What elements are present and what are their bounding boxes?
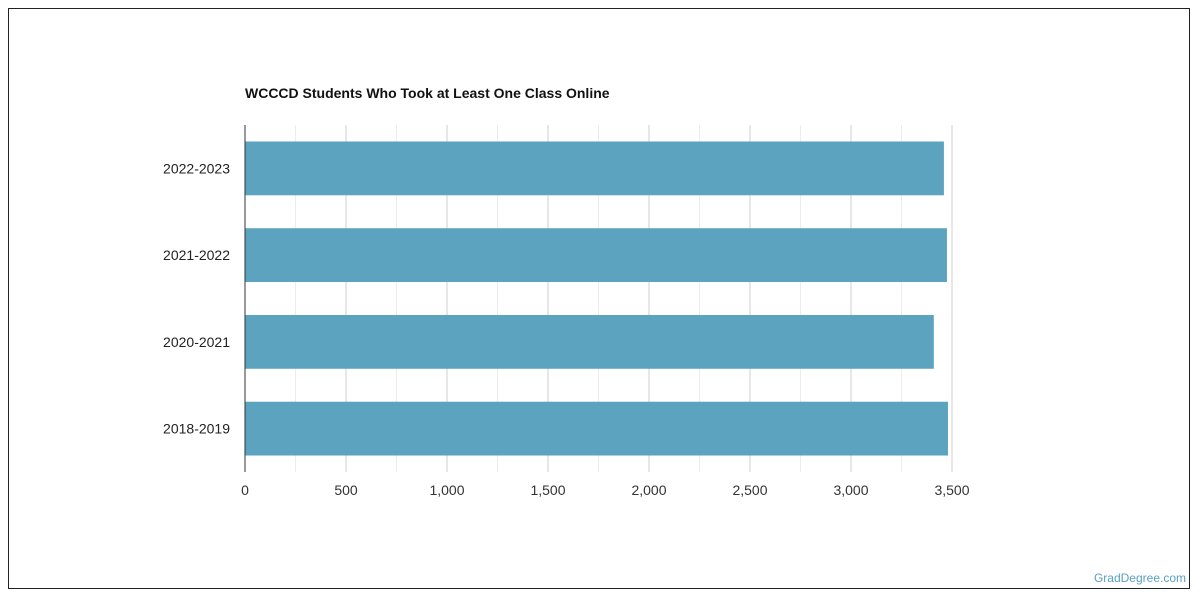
bar-2020-2021 [245,314,934,369]
x-tick-label: 3,500 [934,482,969,498]
chart-title: WCCCD Students Who Took at Least One Cla… [245,85,610,101]
category-label: 2022-2023 [163,160,230,176]
x-tick-label: 2,500 [732,482,767,498]
category-label: 2021-2022 [163,247,230,263]
x-tick-label: 2,000 [631,482,666,498]
x-tick-label: 1,500 [530,482,565,498]
category-labels: 2022-2023 2021-2022 2020-2021 2018-2019 [163,160,230,436]
bars [245,141,948,456]
x-tick-label: 1,000 [429,482,464,498]
bar-2021-2022 [245,228,947,283]
bar-2022-2023 [245,141,944,196]
x-tick-label: 0 [241,482,249,498]
bar-2018-2019 [245,401,948,456]
x-tick-label: 3,000 [833,482,868,498]
category-label: 2018-2019 [163,421,230,437]
x-tick-label: 500 [334,482,358,498]
watermark: GradDegree.com [1093,571,1186,585]
category-label: 2020-2021 [163,334,230,350]
x-tick-labels: 0 500 1,000 1,500 2,000 2,500 3,000 3,500 [241,482,970,498]
